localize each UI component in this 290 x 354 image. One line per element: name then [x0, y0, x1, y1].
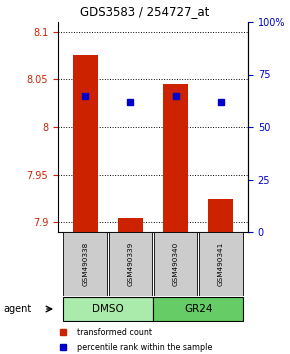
- Bar: [153, 297, 244, 321]
- Text: agent: agent: [3, 304, 31, 314]
- Bar: [109, 232, 152, 296]
- Text: GSM490341: GSM490341: [218, 242, 224, 286]
- Text: percentile rank within the sample: percentile rank within the sample: [77, 343, 212, 352]
- Bar: [118, 218, 143, 232]
- Bar: [163, 84, 188, 232]
- Text: GSM490338: GSM490338: [82, 242, 88, 286]
- Bar: [63, 297, 153, 321]
- Text: transformed count: transformed count: [77, 328, 152, 337]
- Bar: [73, 56, 97, 232]
- Bar: [209, 199, 233, 232]
- Bar: [64, 232, 107, 296]
- Text: GSM490339: GSM490339: [127, 242, 133, 286]
- Text: DMSO: DMSO: [92, 304, 124, 314]
- Text: GSM490340: GSM490340: [173, 242, 179, 286]
- Bar: [154, 232, 197, 296]
- Text: GR24: GR24: [184, 304, 213, 314]
- Text: GDS3583 / 254727_at: GDS3583 / 254727_at: [80, 6, 210, 18]
- Bar: [199, 232, 242, 296]
